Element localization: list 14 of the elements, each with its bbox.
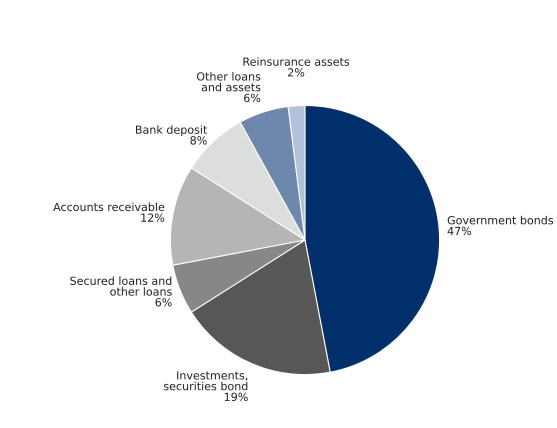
data-label: 47% [448, 226, 472, 236]
data-label: 6% [244, 94, 260, 102]
slice-label: Government bonds [448, 216, 554, 224]
data-label: 8% [190, 136, 207, 145]
data-label: 6% [155, 298, 172, 307]
slice-label: Accounts receivable [53, 202, 164, 212]
slice-label: Investments, securities bond [164, 371, 248, 390]
data-label: 2% [288, 68, 304, 77]
slice-label: Secured loans and other loans [70, 276, 172, 296]
data-label: 12% [141, 213, 164, 222]
slice-label: Other loans and assets [196, 72, 260, 92]
slice-label: Bank deposit [136, 125, 208, 136]
slice-label: Reinsurance assets [243, 57, 350, 66]
data-label: 19% [224, 392, 248, 402]
